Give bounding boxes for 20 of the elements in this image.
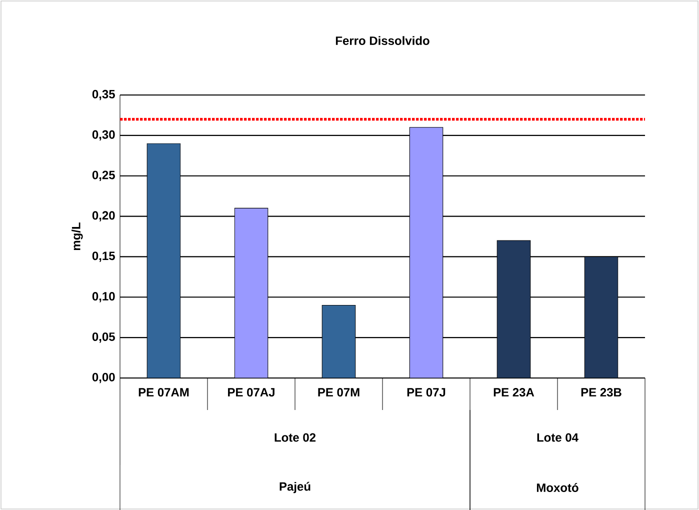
y-tick-label: 0,30 <box>92 130 115 141</box>
y-tick-label: 0,05 <box>92 332 115 343</box>
text: Lote 02 <box>274 433 316 442</box>
x-tick-label: PE 23A <box>494 388 534 397</box>
x-tick-label: PE 07J <box>407 388 446 397</box>
y-tick-label: 0,25 <box>92 170 115 181</box>
text: Lote 04 <box>537 433 578 442</box>
x-tick-label: PE 07AM <box>138 388 189 397</box>
x-tick-label: PE 23B <box>581 388 622 397</box>
y-tick-label: 0,10 <box>92 292 115 302</box>
x-tick-label: PE 07AJ <box>228 388 274 397</box>
y-tick-label: 0,15 <box>92 252 115 262</box>
y-axis-title: mg/L <box>72 222 83 250</box>
y-tick-label: 0,35 <box>92 90 115 100</box>
text: Pajeú <box>280 482 310 494</box>
x-tick-label: PE 07M <box>318 388 360 397</box>
chart-title: Ferro Dissolvido <box>336 36 430 45</box>
y-tick-label: 0,20 <box>92 211 115 222</box>
y-tick-label: 0,00 <box>92 372 115 384</box>
text: Moxotó <box>536 483 578 492</box>
